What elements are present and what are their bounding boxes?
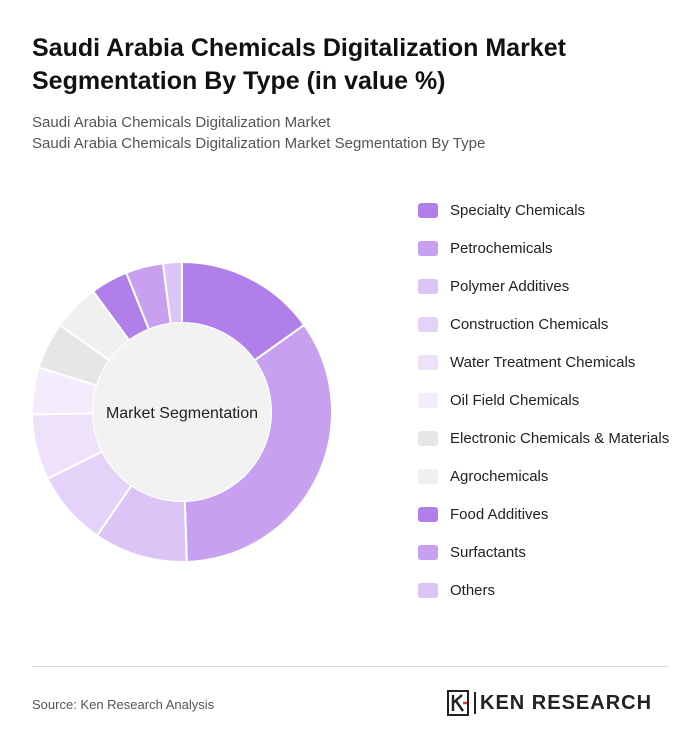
chart-subtitle: Saudi Arabia Chemicals Digitalization Ma…: [32, 112, 485, 154]
subtitle-line-2: Saudi Arabia Chemicals Digitalization Ma…: [32, 135, 486, 152]
chart-legend: Specialty Chemicals Petrochemicals Polymer…: [418, 199, 678, 617]
legend-label: Specialty Chemicals: [450, 202, 586, 219]
donut-chart: Market Segmentation: [31, 260, 333, 563]
legend-item-agrochemicals[interactable]: Agrochemicals: [418, 465, 678, 488]
ken-research-logo-icon: [447, 690, 469, 716]
logo-separator: [474, 692, 476, 714]
chart-title: Saudi Arabia Chemicals Digitalization Ma…: [32, 34, 566, 95]
legend-item-oil-field-chemicals[interactable]: Oil Field Chemicals: [418, 389, 678, 412]
legend-item-specialty-chemicals[interactable]: Specialty Chemicals: [418, 199, 678, 222]
legend-label: Water Treatment Chemicals: [450, 354, 636, 371]
legend-swatch: [418, 469, 438, 484]
legend-swatch: [418, 507, 438, 522]
legend-label: Agrochemicals: [450, 468, 549, 485]
legend-item-construction-chemicals[interactable]: Construction Chemicals: [418, 313, 678, 336]
legend-item-water-treatment-chemicals[interactable]: Water Treatment Chemicals: [418, 351, 678, 374]
legend-label: Electronic Chemicals & Materials: [450, 430, 670, 447]
subtitle-line-1: Saudi Arabia Chemicals Digitalization Ma…: [32, 114, 331, 131]
legend-label: Surfactants: [450, 544, 526, 561]
legend-item-others[interactable]: Others: [418, 579, 678, 602]
legend-label: Petrochemicals: [450, 240, 553, 257]
donut-center-label: Market Segmentation: [106, 405, 258, 422]
ken-research-logo: KEN RESEARCH: [447, 690, 652, 716]
legend-swatch: [418, 393, 438, 408]
footer-divider: [32, 666, 668, 667]
legend-swatch: [418, 355, 438, 370]
source-note: Source: Ken Research Analysis: [32, 697, 215, 712]
legend-swatch: [418, 317, 438, 332]
legend-swatch: [418, 279, 438, 294]
legend-item-surfactants[interactable]: Surfactants: [418, 541, 678, 564]
legend-label: Construction Chemicals: [450, 316, 609, 333]
donut-hole: [93, 323, 271, 501]
legend-swatch: [418, 583, 438, 598]
legend-swatch: [418, 241, 438, 256]
legend-item-polymer-additives[interactable]: Polymer Additives: [418, 275, 678, 298]
legend-label: Others: [450, 582, 496, 599]
donut-slices: [31, 260, 333, 563]
legend-item-food-additives[interactable]: Food Additives: [418, 503, 678, 526]
legend-label: Food Additives: [450, 506, 549, 523]
legend-swatch: [418, 431, 438, 446]
legend-label: Oil Field Chemicals: [450, 392, 580, 409]
legend-swatch: [418, 203, 438, 218]
legend-item-electronic-chemicals-materials[interactable]: Electronic Chemicals & Materials: [418, 427, 678, 450]
logo-text: KEN RESEARCH: [480, 691, 653, 714]
legend-swatch: [418, 545, 438, 560]
legend-label: Polymer Additives: [450, 278, 570, 295]
legend-item-petrochemicals[interactable]: Petrochemicals: [418, 237, 678, 260]
